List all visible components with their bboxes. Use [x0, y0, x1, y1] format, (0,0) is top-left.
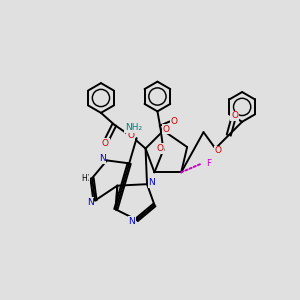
Text: N: N [99, 154, 106, 163]
Text: O: O [127, 131, 134, 140]
Text: O: O [171, 117, 178, 126]
Text: O: O [156, 144, 163, 153]
Text: F: F [206, 159, 211, 168]
Text: O: O [214, 146, 221, 155]
Text: O: O [162, 125, 169, 134]
Text: N: N [148, 178, 155, 187]
Text: NH₂: NH₂ [125, 123, 142, 132]
Text: O: O [231, 111, 238, 120]
Text: N: N [87, 197, 94, 206]
Text: O: O [102, 139, 109, 148]
Text: H: H [82, 174, 88, 183]
Text: N: N [128, 217, 135, 226]
Text: C: C [84, 174, 89, 183]
